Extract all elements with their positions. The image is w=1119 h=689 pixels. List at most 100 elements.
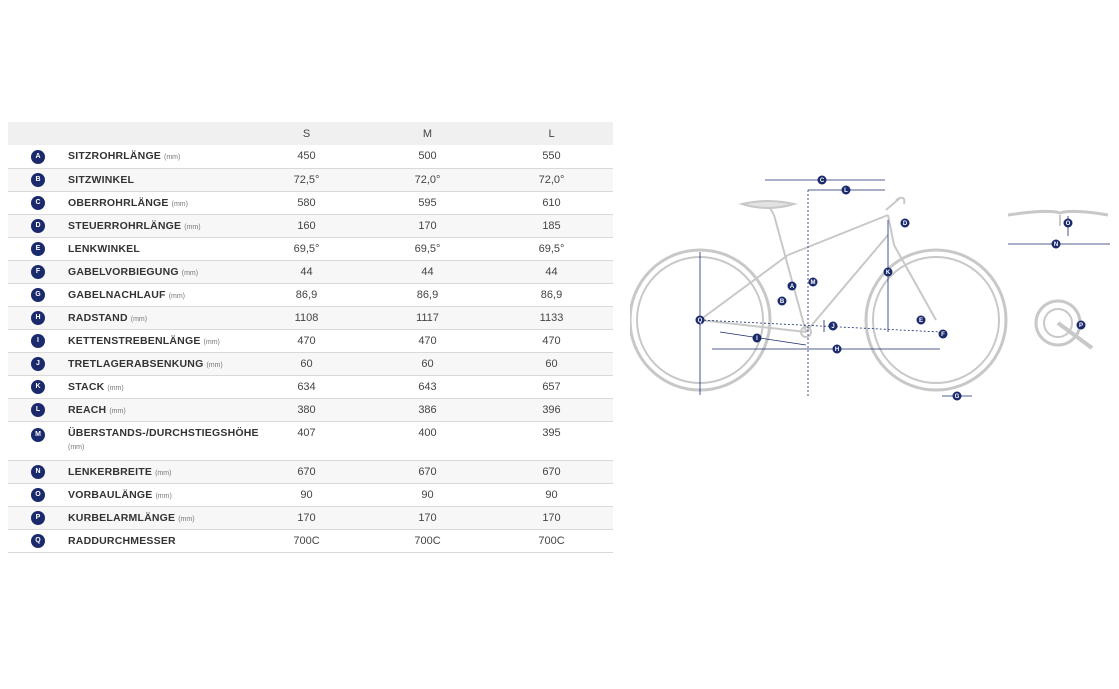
table-row: G GABELNACHLAUF (mm) 86,9 86,9 86,9: [8, 283, 613, 306]
dimension-letter-badge: E: [31, 242, 45, 256]
dimension-unit: (mm): [206, 361, 223, 369]
row-label-cell: RADSTAND (mm): [68, 306, 248, 329]
seatpost: [769, 207, 775, 216]
value-size-m: 170: [418, 511, 437, 524]
row-label-cell: ÜBERSTANDS-/DURCHSTIEGSHÖHE (mm): [68, 421, 259, 460]
dimension-letter-badge: F: [31, 265, 45, 279]
table-row: P KURBELARMLÄNGE (mm) 170 170 170: [8, 506, 613, 529]
geometry-table: S M L A SITZROHRLÄNGE (mm) 450 500 550 B SITZWI…: [8, 122, 613, 553]
diagram-badge: Q: [695, 315, 705, 325]
header-blank: [68, 122, 248, 145]
diagram-badge-circle: [1051, 239, 1061, 249]
value-size-m: 500: [418, 150, 437, 163]
row-badge-cell: E: [8, 237, 68, 260]
dimension-name: SITZROHRLÄNGE: [68, 150, 162, 163]
dimension-name: OBERROHRLÄNGE: [68, 196, 169, 209]
value-size-m: 386: [418, 403, 437, 416]
dimension-unit: (mm): [107, 384, 124, 392]
diagram-badge-letter: A: [790, 284, 795, 290]
diagram-badge: H: [832, 344, 842, 354]
diagram-badge: D: [900, 218, 910, 228]
diagram-badge-letter: H: [835, 347, 839, 353]
dimension-name: STACK: [68, 380, 105, 393]
value-size-s: 69,5°: [293, 242, 320, 255]
value-size-m: 86,9: [416, 288, 439, 301]
diagram-badge-circle: [841, 185, 851, 195]
row-label-cell: SITZROHRLÄNGE (mm): [68, 145, 248, 168]
value-size-s: 580: [297, 196, 316, 209]
header-blank: [8, 122, 68, 145]
table-header-row: S M L: [8, 122, 613, 145]
value-size-l: 550: [542, 150, 561, 163]
value-size-m: 90: [421, 488, 434, 501]
value-size-l: 44: [545, 265, 558, 278]
chain-stay: [699, 319, 807, 333]
table-row: K STACK (mm) 634 643 657: [8, 375, 613, 398]
fork: [893, 244, 937, 321]
diagram-badge-letter: G: [955, 394, 960, 400]
table-row: M ÜBERSTANDS-/DURCHSTIEGSHÖHE (mm) 407 400 39…: [8, 421, 613, 460]
dimension-name: RADDURCHMESSER: [68, 534, 176, 547]
row-badge-cell: O: [8, 483, 68, 506]
dimension-unit: (mm): [178, 515, 195, 523]
diagram-badge-letter: C: [820, 178, 825, 184]
diagram-badge-circle: [900, 218, 910, 228]
value-size-l: 185: [542, 219, 561, 232]
row-badge-cell: K: [8, 375, 68, 398]
value-size-l: 90: [545, 488, 558, 501]
front-wheel-rim: [872, 256, 1000, 384]
value-size-m: 470: [418, 334, 437, 347]
value-size-s: 380: [297, 403, 316, 416]
dimension-name: ÜBERSTANDS-/DURCHSTIEGSHÖHE: [68, 426, 259, 439]
row-label-cell: KURBELARMLÄNGE (mm): [68, 506, 248, 529]
value-size-l: 86,9: [540, 288, 563, 301]
diagram-badge-letter: Q: [698, 318, 703, 324]
row-label-cell: REACH (mm): [68, 398, 248, 421]
dimension-letter-badge: B: [31, 173, 45, 187]
header-size-l: L: [548, 127, 555, 140]
dimension-letter-badge: C: [31, 196, 45, 210]
value-size-m: 595: [418, 196, 437, 209]
row-label-cell: STACK (mm): [68, 375, 248, 398]
diagram-badge-circle: [787, 281, 797, 291]
row-label-cell: RADDURCHMESSER: [68, 529, 248, 552]
dimension-letter-badge: I: [31, 334, 45, 348]
value-size-s: 44: [300, 265, 313, 278]
row-label-cell: OBERROHRLÄNGE (mm): [68, 191, 248, 214]
row-badge-cell: A: [8, 145, 68, 168]
value-size-s: 670: [297, 465, 316, 478]
diagram-badge-letter: I: [756, 336, 758, 342]
dimension-name: LENKERBREITE: [68, 465, 153, 478]
value-size-s: 90: [300, 488, 313, 501]
value-size-s: 160: [297, 219, 316, 232]
dimension-name: RADSTAND: [68, 311, 128, 324]
value-size-s: 407: [297, 426, 316, 439]
row-badge-cell: N: [8, 460, 68, 483]
row-badge-cell: D: [8, 214, 68, 237]
value-size-l: 610: [542, 196, 561, 209]
value-size-m: 170: [418, 219, 437, 232]
row-badge-cell: L: [8, 398, 68, 421]
diagram-badge: I: [752, 333, 762, 343]
table-row: B SITZWINKEL 72,5° 72,0° 72,0°: [8, 168, 613, 191]
dimension-name: LENKWINKEL: [68, 242, 140, 255]
diagram-badge: J: [828, 321, 838, 331]
bike-geometry-diagram: A B C D E F G H I J K L M N O P Q: [630, 175, 1110, 401]
seat-tube: [773, 214, 807, 333]
dimension-letter-badge: A: [31, 149, 45, 164]
diagram-badge-circle: [832, 344, 842, 354]
diagram-badge-letter: O: [1066, 221, 1071, 227]
diagram-badge-circle: [752, 333, 762, 343]
table-row: C OBERROHRLÄNGE (mm) 580 595 610: [8, 191, 613, 214]
diagram-badge-circle: [777, 296, 787, 306]
crank: [800, 326, 812, 338]
dimension-name: SITZWINKEL: [68, 173, 135, 186]
value-size-l: 69,5°: [538, 242, 565, 255]
value-size-s: 450: [297, 150, 316, 163]
diagram-badge-circle: [938, 329, 948, 339]
dimension-unit: (mm): [109, 407, 126, 415]
diagram-badge-circle: [952, 391, 962, 401]
dimension-unit: (mm): [68, 443, 85, 451]
value-size-m: 44: [421, 265, 434, 278]
diagram-badge-circle: [1063, 218, 1073, 228]
